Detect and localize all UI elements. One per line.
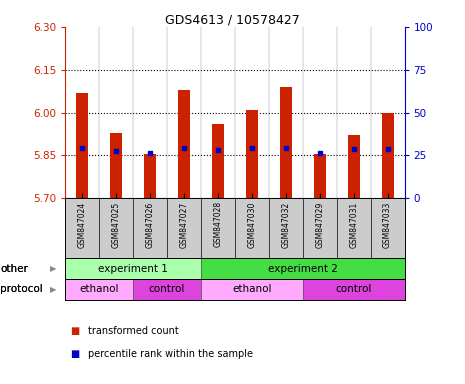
Text: percentile rank within the sample: percentile rank within the sample [88, 349, 253, 359]
Text: transformed count: transformed count [88, 326, 179, 336]
Bar [280, 87, 292, 199]
Bar [110, 132, 122, 199]
Text: GSM847025: GSM847025 [112, 201, 120, 248]
Bar [212, 124, 224, 199]
Text: experiment 1: experiment 1 [98, 264, 168, 274]
Text: GSM847032: GSM847032 [281, 201, 290, 248]
Text: other: other [0, 264, 28, 274]
Text: ▶: ▶ [50, 285, 57, 294]
Text: GSM847031: GSM847031 [349, 201, 358, 248]
Text: GSM847028: GSM847028 [213, 201, 222, 247]
Text: control: control [149, 284, 185, 294]
Bar [65, 279, 133, 300]
Bar [178, 90, 190, 199]
Text: control: control [335, 284, 372, 294]
Text: GDS4613 / 10578427: GDS4613 / 10578427 [165, 13, 300, 26]
Bar [314, 154, 325, 199]
Text: protocol: protocol [0, 284, 43, 294]
Text: other: other [0, 264, 28, 274]
Text: experiment 2: experiment 2 [268, 264, 338, 274]
Text: ▶: ▶ [50, 264, 57, 273]
Text: GSM847030: GSM847030 [247, 201, 256, 248]
Text: GSM847027: GSM847027 [179, 201, 188, 248]
Bar [144, 154, 156, 199]
Text: protocol: protocol [0, 284, 43, 294]
Bar [382, 113, 393, 199]
Bar [201, 258, 405, 279]
Text: ethanol: ethanol [232, 284, 272, 294]
Bar [201, 279, 303, 300]
Text: GSM847026: GSM847026 [146, 201, 154, 248]
Bar [133, 279, 201, 300]
Bar [303, 279, 405, 300]
Text: ethanol: ethanol [80, 284, 119, 294]
Text: ■: ■ [70, 349, 79, 359]
Bar [348, 136, 359, 199]
Bar [65, 258, 201, 279]
Bar [246, 110, 258, 199]
Text: GSM847029: GSM847029 [315, 201, 324, 248]
Text: GSM847033: GSM847033 [383, 201, 392, 248]
Bar [76, 93, 88, 199]
Text: GSM847024: GSM847024 [78, 201, 86, 248]
Text: ■: ■ [70, 326, 79, 336]
